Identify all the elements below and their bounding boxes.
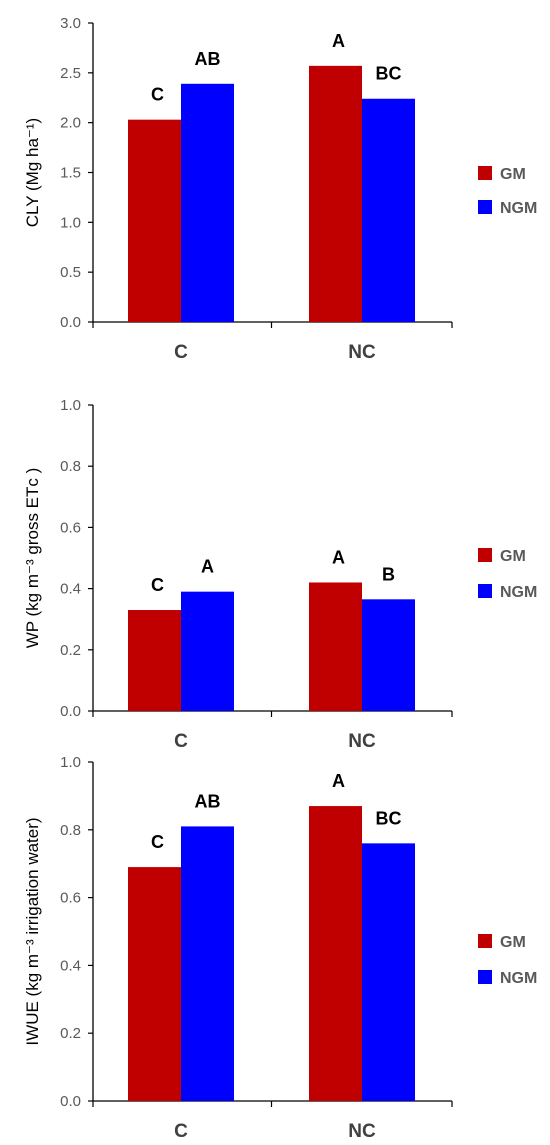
y-tick-label: 0.8 xyxy=(60,822,81,839)
bar-ngm-c xyxy=(181,826,234,1101)
y-axis-label: CLY (Mg ha⁻¹) xyxy=(23,118,42,227)
y-tick-label: 1.5 xyxy=(60,165,81,182)
significance-letter: BC xyxy=(376,808,402,828)
chart-panel-2: 0.0 0.2 0.4 0.6 0.8 1.0 WP (kg m⁻³ gross ETᴄ )… xyxy=(23,397,537,752)
y-tick-label: 0.6 xyxy=(60,890,81,907)
y-tick-label: 0.4 xyxy=(60,957,81,974)
significance-letter: C xyxy=(151,575,164,595)
chart-panel-3: 0.0 0.2 0.4 0.6 0.8 1.0 IWUE (kg m⁻³ irrigatio… xyxy=(23,754,537,1142)
significance-letter: A xyxy=(332,547,345,567)
legend-swatch-ngm xyxy=(478,970,492,984)
bar-ngm-nc xyxy=(362,599,415,711)
x-category-label: C xyxy=(174,1121,188,1142)
y-tick-label: 0.5 xyxy=(60,264,81,281)
bar-ngm-nc xyxy=(362,98,415,322)
y-tick-label: 0.2 xyxy=(60,1025,81,1042)
y-tick-label: 0.4 xyxy=(60,581,81,598)
significance-letter: B xyxy=(382,564,395,584)
legend-swatch-gm xyxy=(478,548,492,562)
y-tick-label: 2.5 xyxy=(60,65,81,82)
bar-gm-c xyxy=(128,119,181,322)
legend-swatch-gm xyxy=(478,166,492,180)
significance-letter: A xyxy=(332,31,345,51)
y-tick-label: 1.0 xyxy=(60,754,81,771)
significance-letter: BC xyxy=(376,64,402,84)
significance-letter: C xyxy=(151,832,164,852)
y-axis-label: IWUE (kg m⁻³ irrigation water) xyxy=(23,817,42,1045)
legend-label-gm: GM xyxy=(500,166,526,183)
legend-label-ngm: NGM xyxy=(500,584,537,601)
bar-ngm-c xyxy=(181,83,234,323)
y-axis-label: WP (kg m⁻³ gross ETᴄ ) xyxy=(23,468,42,649)
x-category-label: NC xyxy=(348,1121,376,1142)
legend-swatch-ngm xyxy=(478,200,492,214)
bar-gm-nc xyxy=(309,806,362,1101)
significance-letter: AB xyxy=(195,49,221,69)
y-tick-label: 0.0 xyxy=(60,314,81,331)
significance-letter: AB xyxy=(195,791,221,811)
bar-gm-c xyxy=(128,867,181,1101)
legend-swatch-ngm xyxy=(478,584,492,598)
y-tick-label: 1.0 xyxy=(60,214,81,231)
legend-label-gm: GM xyxy=(500,934,526,951)
legend-label-gm: GM xyxy=(500,548,526,565)
bar-gm-c xyxy=(128,610,181,711)
y-tick-label: 0.8 xyxy=(60,458,81,475)
y-tick-label: 0.0 xyxy=(60,1093,81,1110)
significance-letter: A xyxy=(332,771,345,791)
x-category-label: NC xyxy=(348,342,376,363)
bar-ngm-c xyxy=(181,591,234,711)
y-tick-label: 0.2 xyxy=(60,642,81,659)
bar-gm-nc xyxy=(309,65,362,323)
legend-swatch-gm xyxy=(478,934,492,948)
x-category-label: NC xyxy=(348,731,376,752)
bar-gm-nc xyxy=(309,582,362,711)
significance-letter: A xyxy=(201,557,214,577)
significance-letter: C xyxy=(151,85,164,105)
bar-ngm-nc xyxy=(362,843,415,1101)
y-tick-label: 0.6 xyxy=(60,519,81,536)
y-tick-label: 1.0 xyxy=(60,397,81,414)
y-tick-label: 2.0 xyxy=(60,115,81,132)
legend-label-ngm: NGM xyxy=(500,970,537,987)
x-category-label: C xyxy=(174,342,188,363)
legend-label-ngm: NGM xyxy=(500,200,537,217)
x-category-label: C xyxy=(174,731,188,752)
y-tick-label: 3.0 xyxy=(60,15,81,32)
y-tick-label: 0.0 xyxy=(60,703,81,720)
